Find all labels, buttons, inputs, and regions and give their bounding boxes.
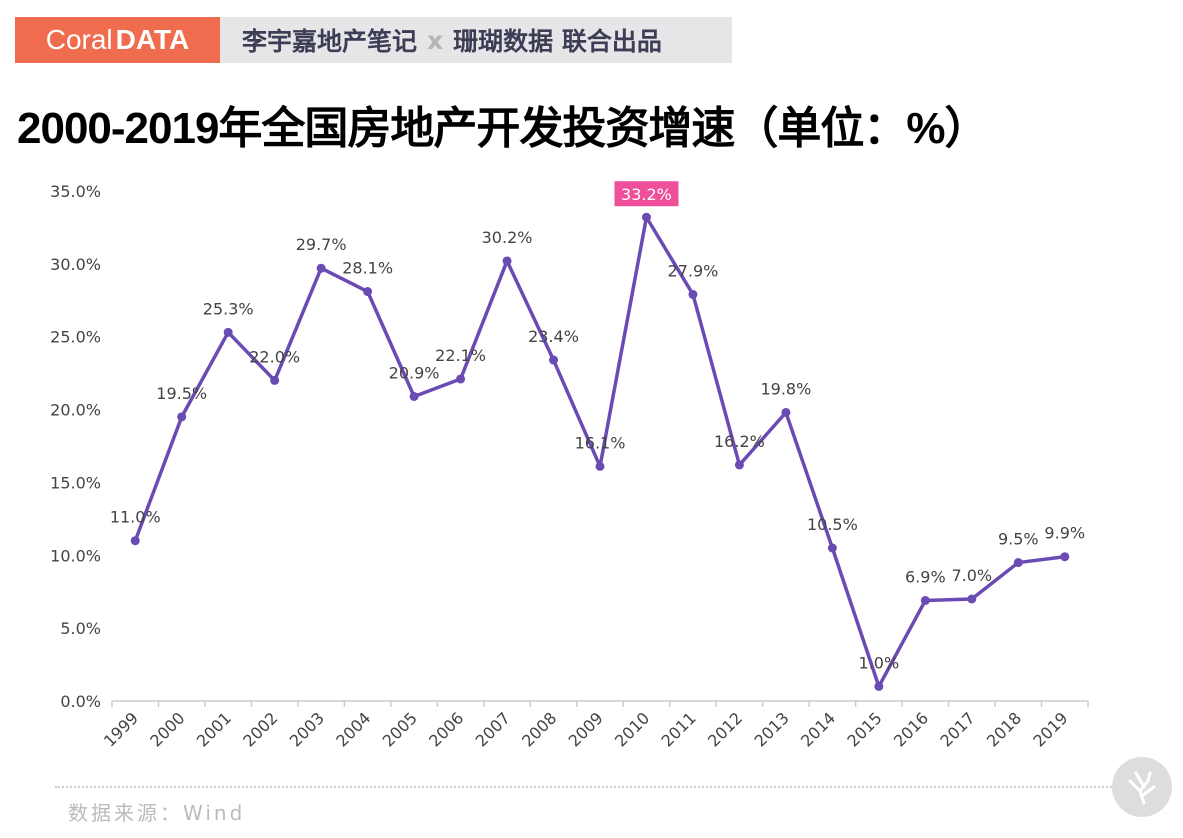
data-point	[1060, 552, 1070, 562]
data-label: 7.0%	[951, 566, 992, 585]
data-label: 1.0%	[859, 653, 900, 672]
data-label: 19.5%	[156, 384, 207, 403]
y-tick-label: 30.0%	[50, 255, 101, 274]
data-label: 30.2%	[482, 228, 533, 247]
data-label: 29.7%	[296, 235, 347, 254]
logo-text-bold: DATA	[115, 24, 190, 55]
data-point	[1013, 558, 1023, 568]
x-tick-label: 2019	[1029, 708, 1071, 750]
data-point	[595, 461, 605, 471]
data-label: 27.9%	[668, 261, 719, 280]
data-point	[502, 256, 512, 266]
data-point	[363, 287, 373, 297]
data-label: 25.3%	[203, 299, 254, 318]
y-tick-label: 0.0%	[60, 692, 101, 711]
x-tick-label: 1999	[100, 708, 142, 750]
data-label: 16.1%	[575, 433, 626, 452]
footer-divider	[55, 786, 1115, 788]
x-tick-label: 2001	[193, 708, 235, 750]
data-label: 22.0%	[249, 347, 300, 366]
data-label: 11.0%	[110, 508, 161, 527]
data-point	[641, 212, 651, 222]
data-point	[549, 355, 559, 365]
data-point	[781, 407, 791, 417]
x-tick-label: 2016	[890, 708, 932, 750]
data-label: 19.8%	[760, 379, 811, 398]
data-point	[270, 375, 280, 385]
data-label: 23.4%	[528, 327, 579, 346]
y-tick-label: 5.0%	[60, 619, 101, 638]
data-label: 9.9%	[1044, 524, 1085, 543]
x-tick-label: 2017	[936, 708, 978, 750]
x-tick-label: 2004	[332, 708, 374, 750]
data-point	[967, 594, 977, 604]
data-label: 33.2%	[621, 185, 672, 204]
y-tick-label: 15.0%	[50, 473, 101, 492]
x-tick-label: 2013	[751, 708, 793, 750]
coral-watermark-icon	[1112, 757, 1172, 817]
x-tick-label: 2014	[797, 708, 839, 750]
data-source: 数据来源：Wind	[68, 801, 246, 825]
x-tick-label: 2007	[472, 708, 514, 750]
data-label: 20.9%	[389, 363, 440, 382]
data-point	[827, 543, 837, 553]
data-label: 10.5%	[807, 515, 858, 534]
y-tick-label: 25.0%	[50, 328, 101, 347]
x-tick-label: 2015	[843, 708, 885, 750]
data-label: 9.5%	[998, 530, 1039, 549]
logo-text-light: Coral	[45, 24, 113, 55]
partner-banner: 李宇嘉地产笔记 x 珊瑚数据 联合出品	[220, 17, 732, 63]
data-point	[223, 327, 233, 337]
x-tick-label: 2006	[425, 708, 467, 750]
data-point	[688, 289, 698, 299]
brand-banner: Coral DATA 李宇嘉地产笔记 x 珊瑚数据 联合出品	[15, 17, 732, 63]
partner-left: 李宇嘉地产笔记	[242, 27, 418, 56]
partner-separator: x	[427, 25, 444, 55]
data-point	[177, 412, 187, 422]
data-point	[316, 263, 326, 273]
y-tick-label: 10.0%	[50, 546, 101, 565]
x-tick-label: 2005	[379, 708, 421, 750]
y-tick-label: 20.0%	[50, 401, 101, 420]
x-tick-label: 2012	[704, 708, 746, 750]
x-tick-label: 2009	[565, 708, 607, 750]
data-point	[456, 374, 466, 384]
x-tick-label: 2010	[611, 708, 653, 750]
x-tick-label: 2018	[983, 708, 1025, 750]
data-label: 28.1%	[342, 259, 393, 278]
data-label: 22.1%	[435, 346, 486, 365]
x-tick-label: 2011	[658, 708, 700, 750]
x-tick-label: 2008	[518, 708, 560, 750]
y-tick-label: 35.0%	[50, 182, 101, 201]
data-point	[130, 536, 140, 546]
coraldata-logo: Coral DATA	[15, 17, 220, 63]
data-label-highlight-box	[614, 181, 679, 207]
chart-title: 2000-2019年全国房地产开发投资增速（单位：%）	[17, 104, 989, 153]
data-label: 6.9%	[905, 567, 946, 586]
x-tick-label: 2000	[146, 708, 188, 750]
x-tick-label: 2002	[239, 708, 281, 750]
partner-right: 珊瑚数据 联合出品	[453, 27, 662, 56]
data-point	[920, 595, 930, 605]
data-point	[409, 391, 419, 401]
data-label: 16.2%	[714, 432, 765, 451]
data-point	[874, 681, 884, 691]
data-point	[734, 460, 744, 470]
x-tick-label: 2003	[286, 708, 328, 750]
